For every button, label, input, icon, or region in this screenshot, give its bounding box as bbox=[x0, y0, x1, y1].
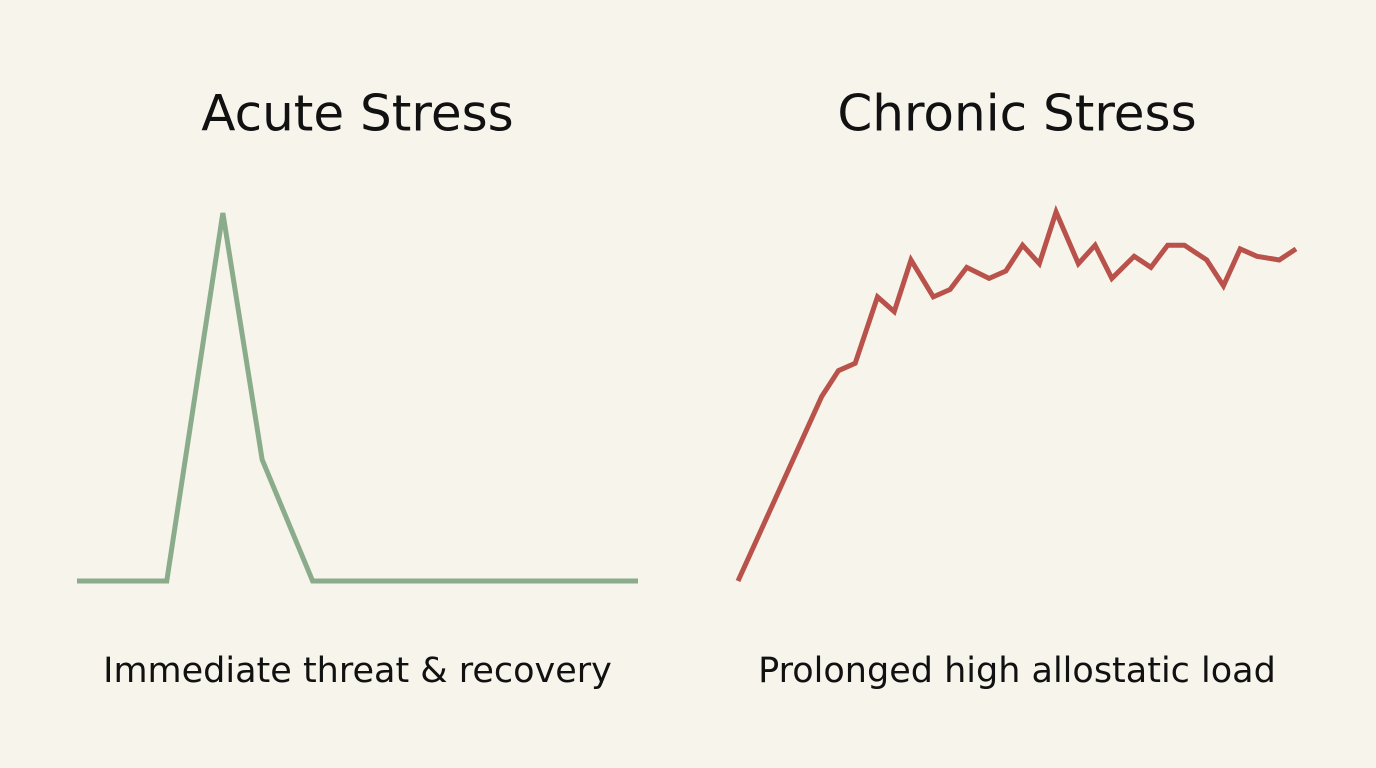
chart-title: Acute Stress bbox=[201, 85, 513, 143]
stress-line bbox=[735, 204, 1298, 583]
chart-title: Chronic Stress bbox=[837, 85, 1196, 143]
chart-caption: Immediate threat & recovery bbox=[103, 651, 612, 691]
chart-caption: Prolonged high allostatic load bbox=[758, 651, 1276, 691]
stress-line bbox=[77, 212, 638, 584]
